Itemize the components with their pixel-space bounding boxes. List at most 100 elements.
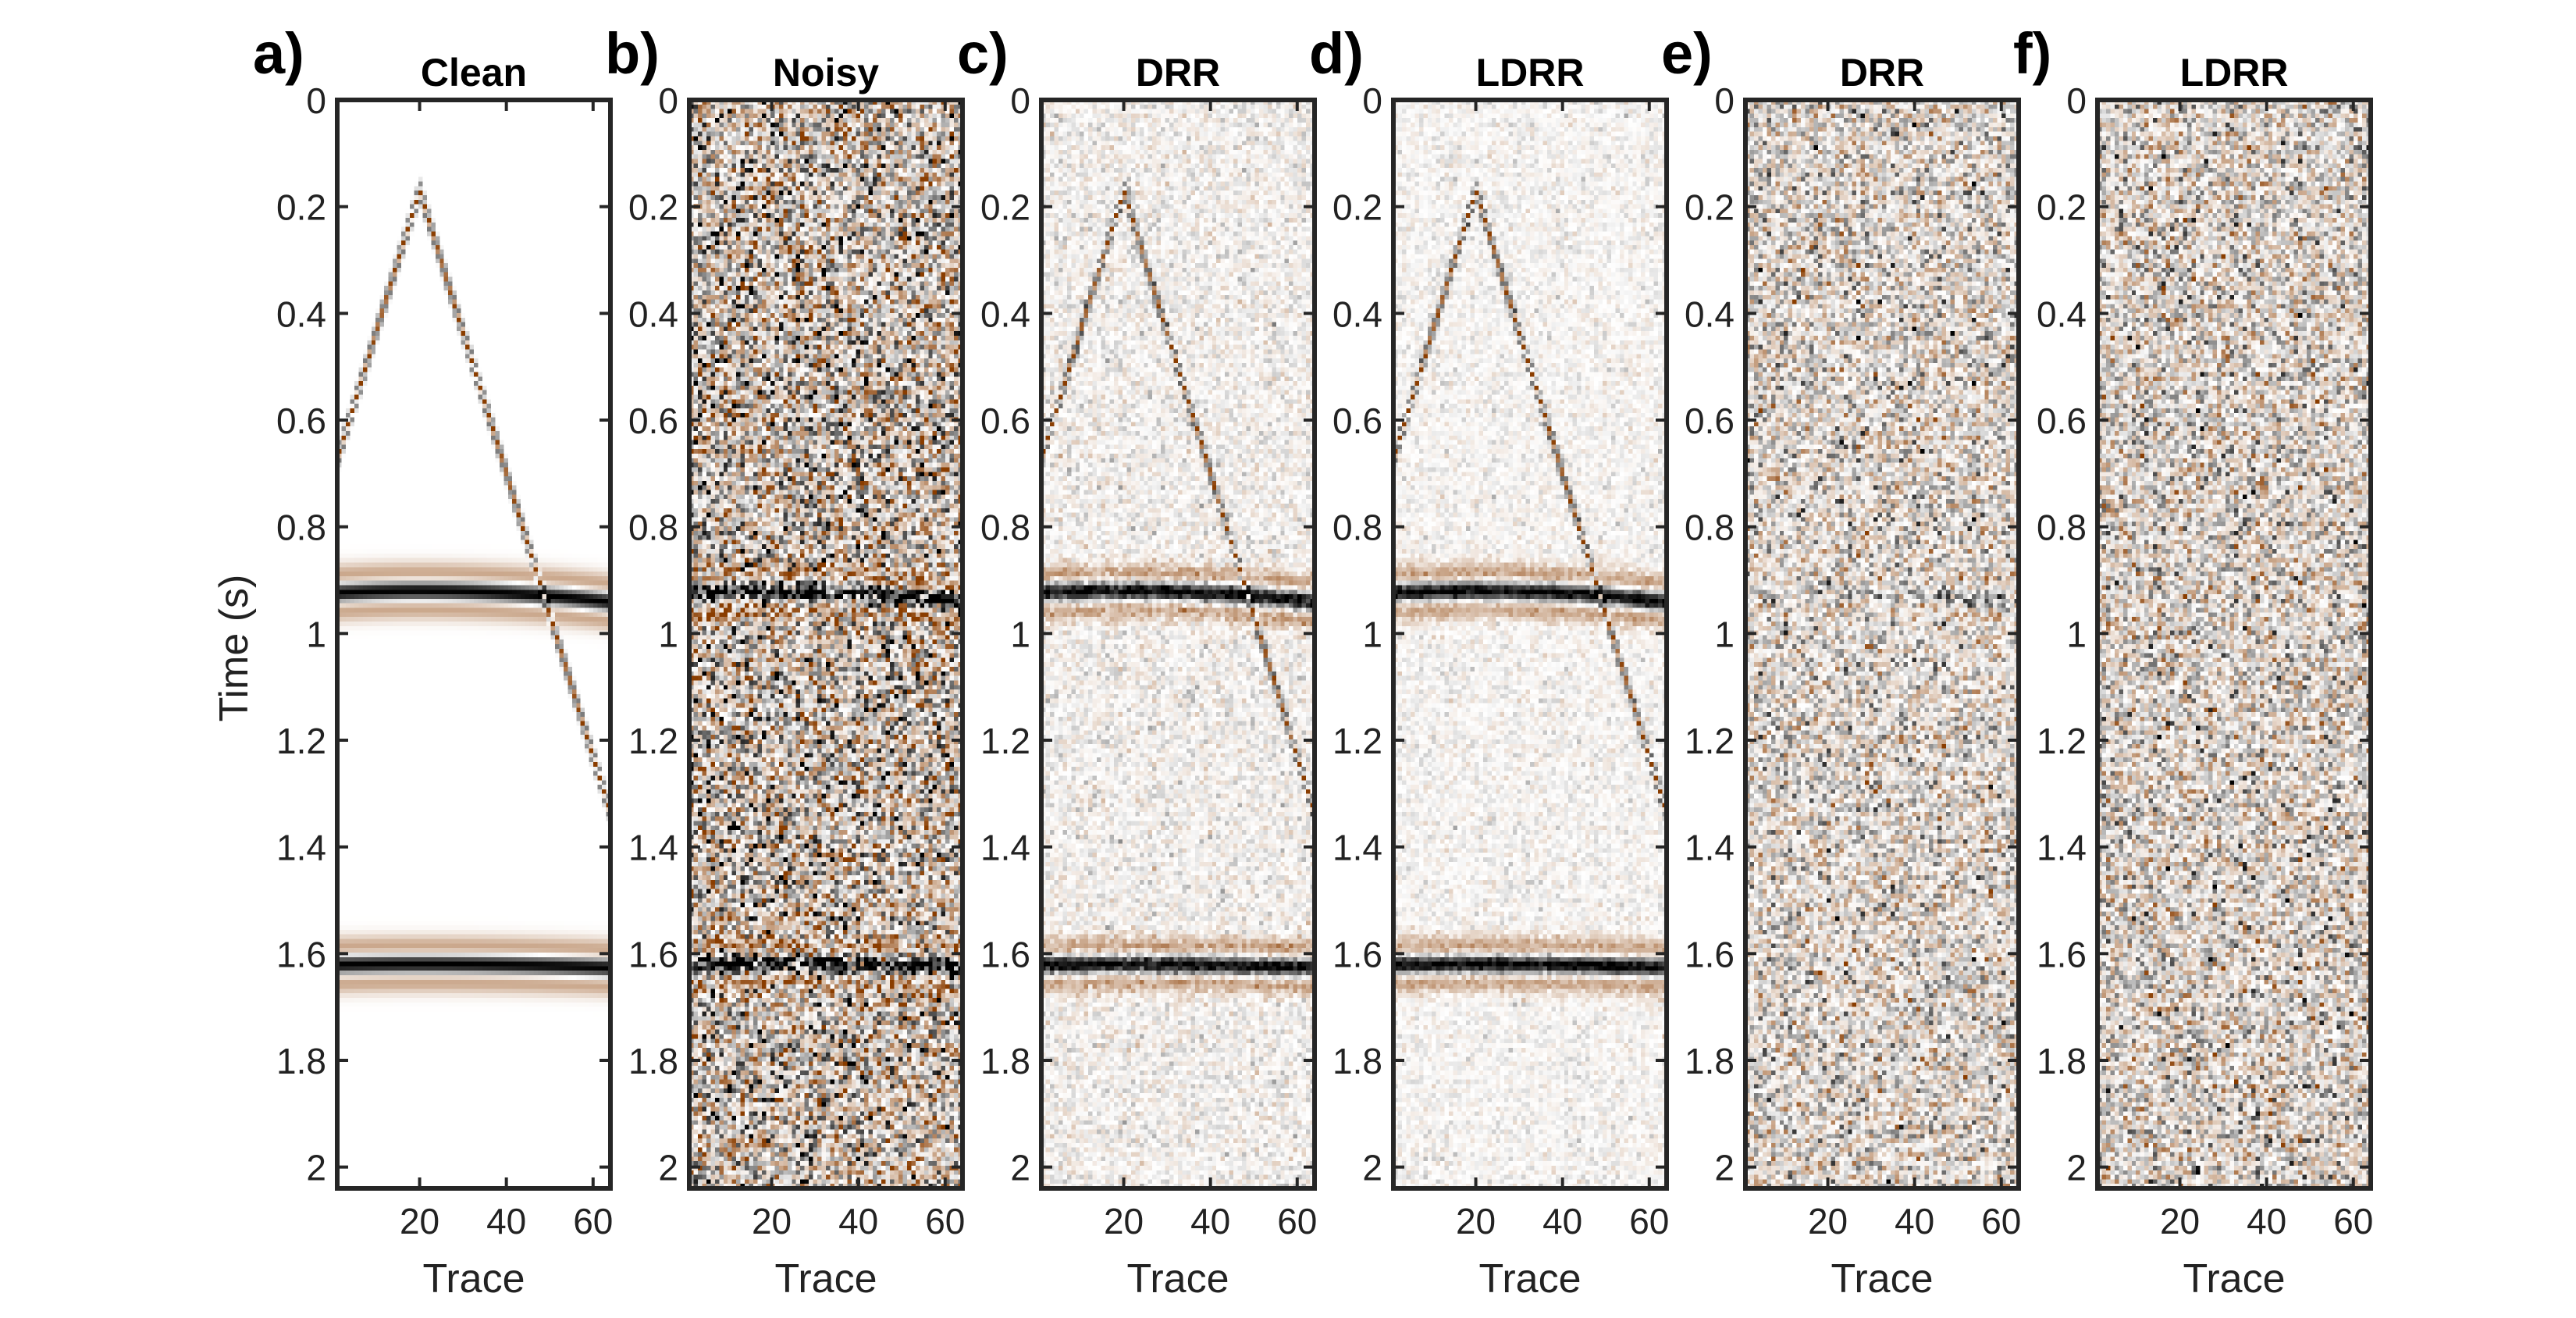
- x-tick-label: 20: [752, 1201, 792, 1241]
- y-tick-label: 0.2: [2037, 187, 2087, 228]
- x-tick-label: 60: [1981, 1201, 2021, 1241]
- y-tick-label: 1.4: [2037, 828, 2087, 868]
- y-tick-label: 0.4: [2037, 294, 2087, 334]
- x-tick-label: 40: [1895, 1201, 1934, 1241]
- x-tick-label: 40: [486, 1201, 526, 1241]
- y-tick-label: 2: [658, 1148, 678, 1188]
- seismic-image: [337, 100, 610, 1188]
- x-tick-label: 60: [925, 1201, 965, 1241]
- x-tick-label: 20: [2160, 1201, 2200, 1241]
- seismic-image: [2097, 100, 2371, 1188]
- x-axis-label: Trace: [1479, 1256, 1582, 1302]
- y-tick-label: 1.8: [1685, 1041, 1735, 1081]
- y-tick-label: 1: [658, 614, 678, 654]
- x-tick-label: 40: [2247, 1201, 2286, 1241]
- y-tick-label: 0.2: [276, 187, 326, 228]
- x-axis-label: Trace: [775, 1256, 877, 1302]
- panel-title: DRR: [1135, 51, 1221, 94]
- y-tick-label: 1.4: [980, 828, 1030, 868]
- y-tick-label: 1.8: [980, 1041, 1030, 1081]
- y-tick-label: 2: [2066, 1148, 2087, 1188]
- x-tick-label: 40: [838, 1201, 878, 1241]
- seismic-image: [1041, 100, 1315, 1188]
- y-tick-label: 0.6: [2037, 401, 2087, 441]
- y-tick-label: 2: [1362, 1148, 1382, 1188]
- panel-title: DRR: [1839, 51, 1925, 94]
- x-tick-label: 40: [1542, 1201, 1582, 1241]
- y-tick-label: 0.2: [980, 187, 1030, 228]
- y-tick-label: 1.2: [1332, 721, 1382, 761]
- y-tick-label: 0.4: [980, 294, 1030, 334]
- y-tick-label: 1: [2066, 614, 2087, 654]
- x-tick-label: 60: [1629, 1201, 1669, 1241]
- y-tick-label: 0.6: [1685, 401, 1735, 441]
- x-tick-label: 20: [1808, 1201, 1848, 1241]
- y-tick-label: 0: [1362, 80, 1382, 121]
- y-tick-label: 1.2: [980, 721, 1030, 761]
- y-tick-label: 1.8: [2037, 1041, 2087, 1081]
- panel-label: a): [253, 21, 304, 86]
- y-tick-label: 1.4: [276, 828, 326, 868]
- y-tick-label: 0.6: [980, 401, 1030, 441]
- y-tick-label: 1.2: [1685, 721, 1735, 761]
- x-tick-label: 40: [1190, 1201, 1230, 1241]
- y-tick-label: 1.6: [2037, 934, 2087, 974]
- y-tick-label: 1: [1010, 614, 1030, 654]
- panel-title: Clean: [420, 51, 528, 94]
- y-tick-label: 1.2: [628, 721, 678, 761]
- x-tick-label: 60: [573, 1201, 613, 1241]
- panel-title: LDRR: [1475, 51, 1585, 94]
- y-tick-label: 1.6: [1332, 934, 1382, 974]
- y-tick-label: 1.2: [2037, 721, 2087, 761]
- panel-title: LDRR: [2179, 51, 2289, 94]
- y-tick-label: 0: [658, 80, 678, 121]
- y-tick-label: 0.8: [276, 508, 326, 548]
- y-tick-label: 0.4: [276, 294, 326, 334]
- y-tick-label: 0.8: [980, 508, 1030, 548]
- y-tick-label: 2: [306, 1148, 326, 1188]
- y-tick-label: 0.4: [1332, 294, 1382, 334]
- y-tick-label: 0.8: [1332, 508, 1382, 548]
- panel-title: Noisy: [772, 51, 880, 94]
- x-tick-label: 20: [1104, 1201, 1144, 1241]
- y-tick-label: 0: [306, 80, 326, 121]
- y-tick-label: 1.6: [628, 934, 678, 974]
- seismic-image: [689, 100, 962, 1188]
- y-tick-label: 0: [1010, 80, 1030, 121]
- y-tick-label: 1.6: [1685, 934, 1735, 974]
- y-tick-label: 0.6: [1332, 401, 1382, 441]
- y-tick-label: 1.8: [628, 1041, 678, 1081]
- x-tick-label: 60: [1277, 1201, 1317, 1241]
- y-tick-label: 1.4: [1332, 828, 1382, 868]
- x-axis-label: Trace: [2183, 1256, 2286, 1302]
- y-tick-label: 0.6: [628, 401, 678, 441]
- y-tick-label: 0.4: [628, 294, 678, 334]
- seismic-image: [1745, 100, 2019, 1188]
- y-tick-label: 0.2: [1685, 187, 1735, 228]
- y-tick-label: 0.2: [628, 187, 678, 228]
- x-axis-label: Trace: [423, 1256, 525, 1302]
- y-tick-label: 1: [306, 614, 326, 654]
- y-tick-label: 2: [1010, 1148, 1030, 1188]
- panel-label: f): [2013, 21, 2052, 86]
- y-tick-label: 1.8: [1332, 1041, 1382, 1081]
- y-tick-label: 0.2: [1332, 187, 1382, 228]
- y-tick-label: 0.8: [1685, 508, 1735, 548]
- y-tick-label: 0.8: [2037, 508, 2087, 548]
- y-tick-label: 1: [1714, 614, 1735, 654]
- x-tick-label: 20: [1456, 1201, 1496, 1241]
- y-tick-label: 0.4: [1685, 294, 1735, 334]
- panel-label: b): [605, 21, 660, 86]
- y-tick-label: 0.6: [276, 401, 326, 441]
- y-tick-label: 0: [2066, 80, 2087, 121]
- y-axis-label: Time (s): [212, 574, 257, 722]
- x-tick-label: 20: [400, 1201, 439, 1241]
- x-axis-label: Trace: [1831, 1256, 1934, 1302]
- y-tick-label: 1.8: [276, 1041, 326, 1081]
- panel-label: e): [1661, 21, 1713, 86]
- seismic-image: [1393, 100, 1667, 1188]
- y-tick-label: 0: [1714, 80, 1735, 121]
- y-tick-label: 1.2: [276, 721, 326, 761]
- panel-label: d): [1309, 21, 1364, 86]
